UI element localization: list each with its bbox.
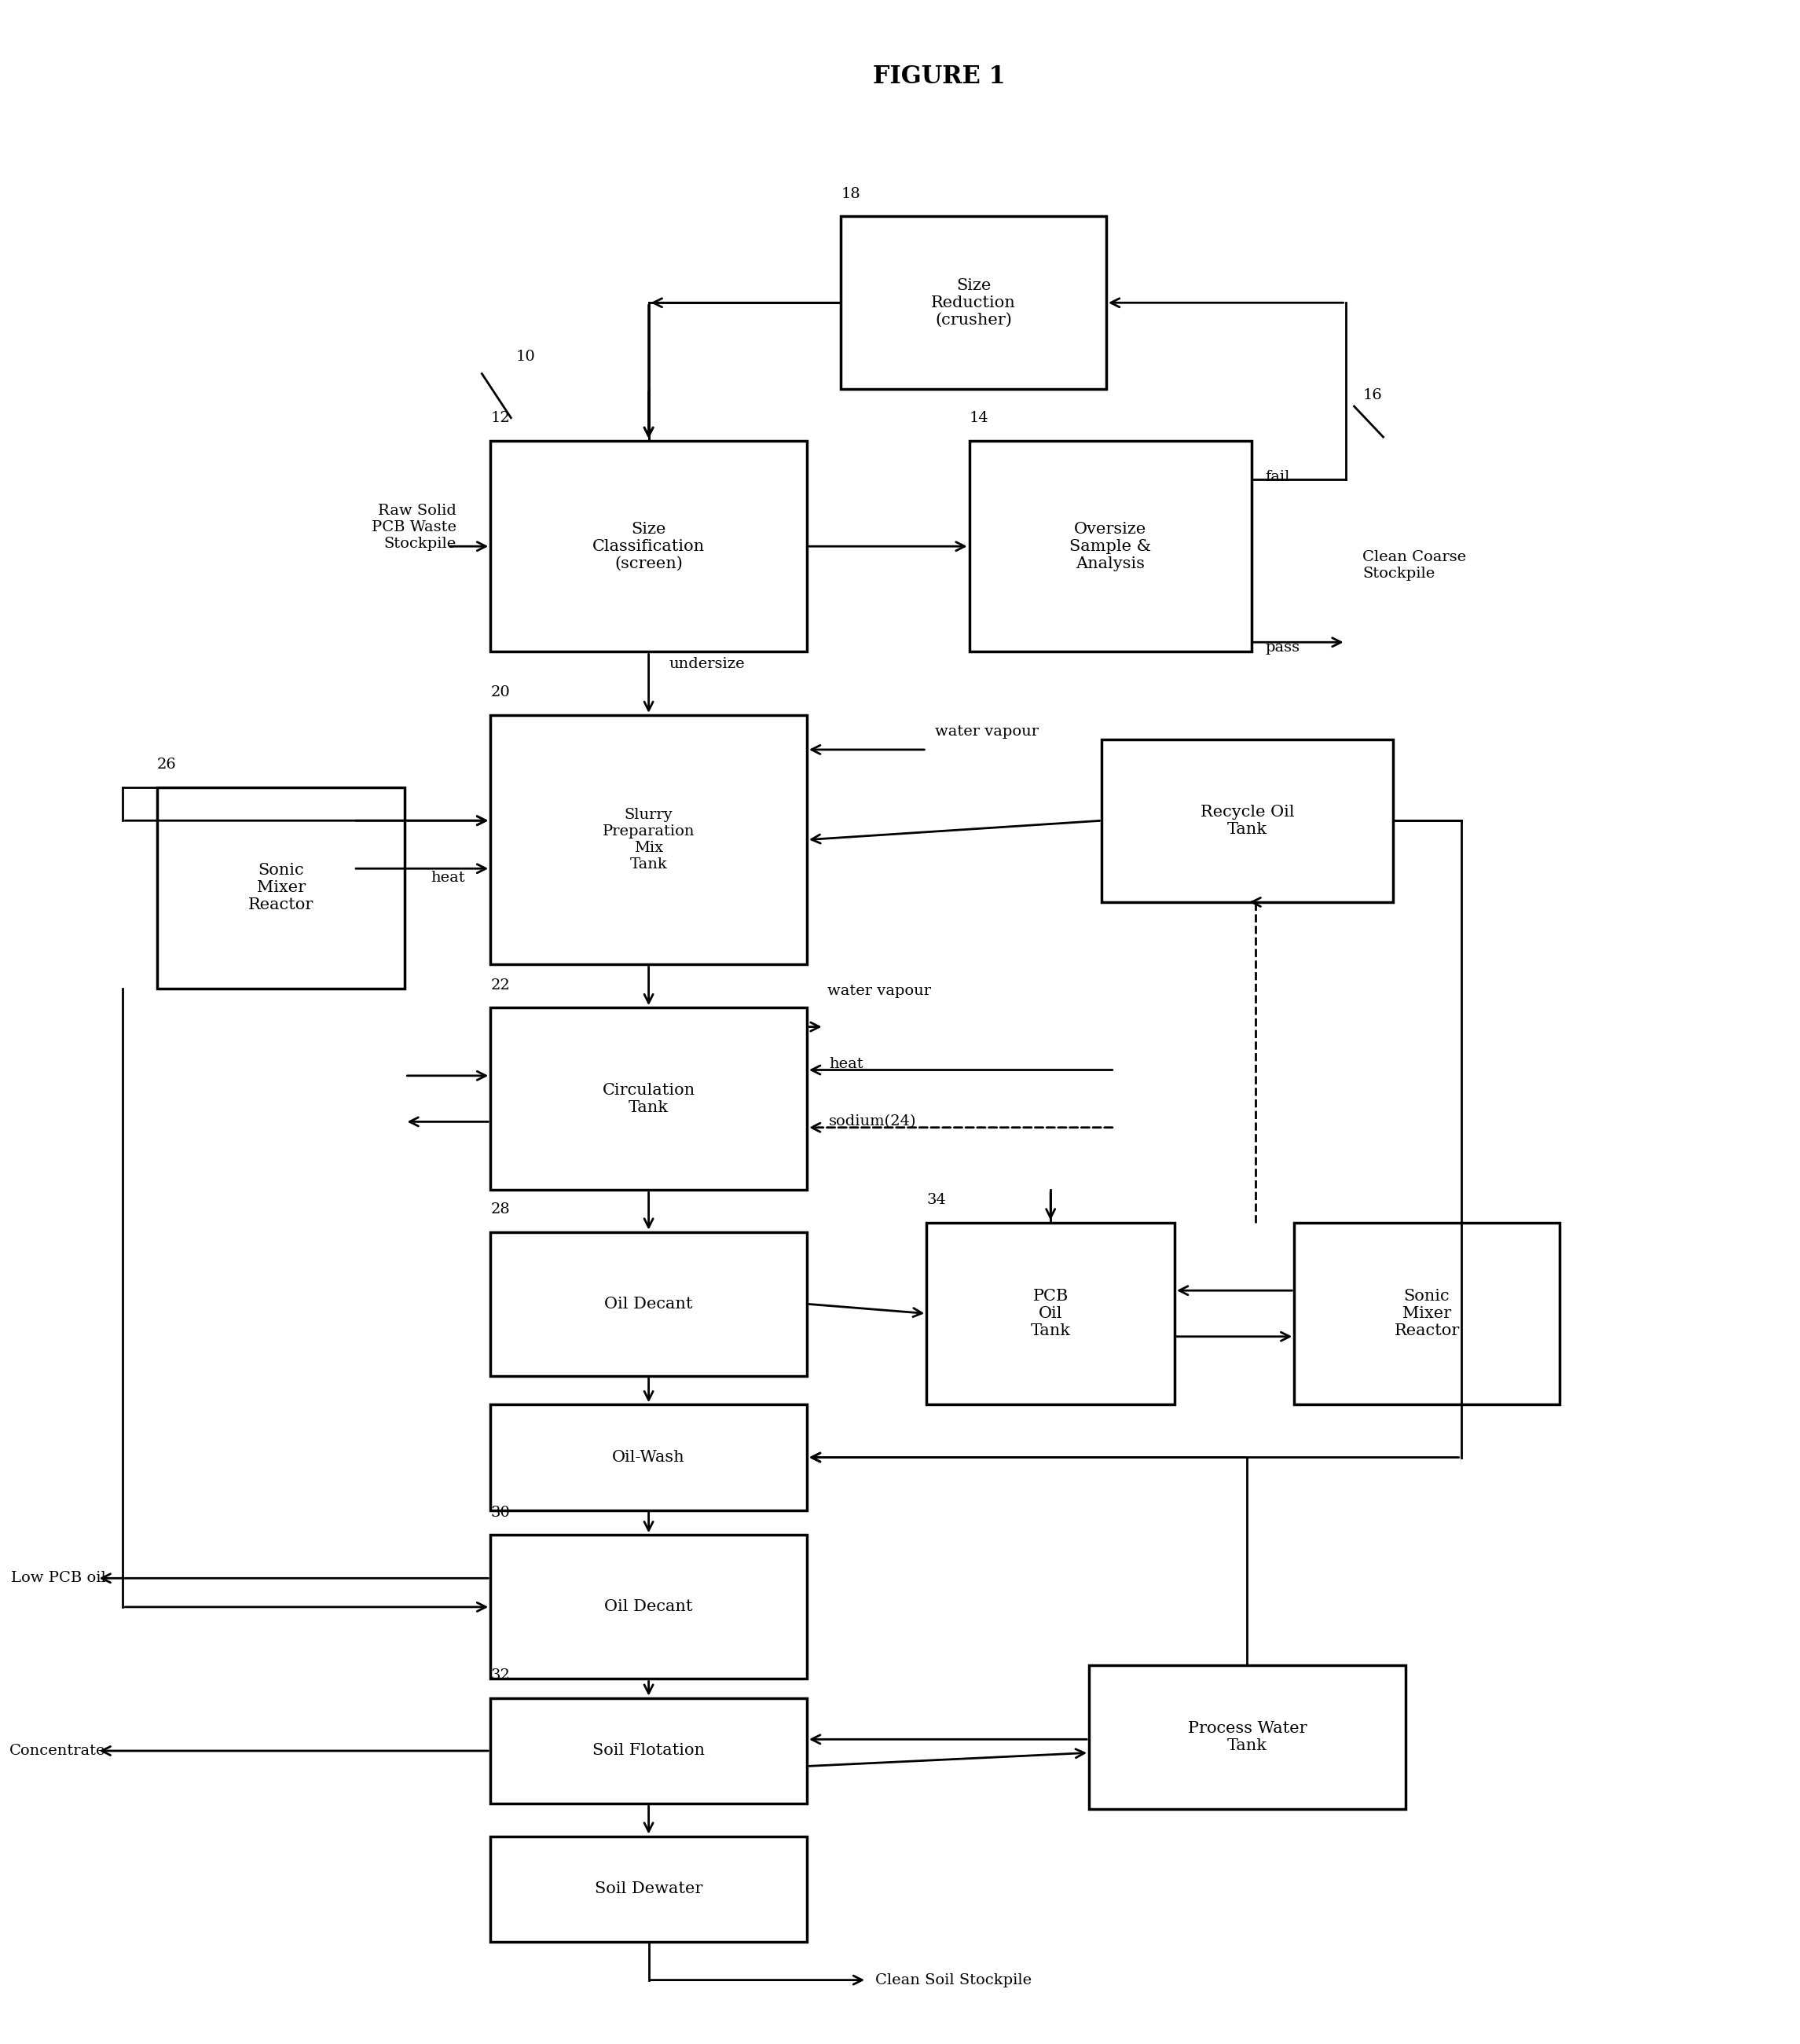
Text: Sonic
Mixer
Reactor: Sonic Mixer Reactor [248, 863, 313, 912]
Text: heat: heat [430, 871, 464, 885]
Text: undersize: undersize [670, 658, 745, 670]
Text: Recycle Oil
Tank: Recycle Oil Tank [1201, 805, 1294, 836]
Bar [490, 715, 806, 965]
Bar [490, 1233, 806, 1376]
Text: Soil Dewater: Soil Dewater [594, 1880, 702, 1897]
Text: fail: fail [1265, 470, 1291, 484]
Text: Oil Decant: Oil Decant [605, 1600, 693, 1615]
Text: 34: 34 [927, 1194, 947, 1208]
Text: Size
Classification
(screen): Size Classification (screen) [592, 521, 706, 570]
Text: Concentrate: Concentrate [9, 1744, 106, 1758]
Text: 20: 20 [490, 685, 509, 699]
Bar [1102, 740, 1393, 901]
Text: 28: 28 [490, 1202, 509, 1216]
Bar [970, 442, 1251, 652]
Text: water vapour: water vapour [936, 726, 1039, 738]
Bar [490, 1836, 806, 1942]
Bar [157, 787, 405, 989]
Bar [490, 1404, 806, 1511]
Bar [1089, 1666, 1406, 1809]
Text: 14: 14 [970, 411, 988, 425]
Bar [841, 217, 1107, 388]
Text: sodium(24): sodium(24) [830, 1114, 916, 1128]
Text: 12: 12 [490, 411, 509, 425]
Text: 22: 22 [490, 979, 509, 991]
Text: Process Water
Tank: Process Water Tank [1188, 1721, 1307, 1754]
Text: pass: pass [1265, 640, 1300, 654]
Text: Circulation
Tank: Circulation Tank [603, 1083, 695, 1114]
Text: Size
Reduction
(crusher): Size Reduction (crusher) [931, 278, 1015, 327]
Text: Oil-Wash: Oil-Wash [612, 1449, 686, 1466]
Text: Oversize
Sample &
Analysis: Oversize Sample & Analysis [1069, 521, 1152, 570]
Text: Clean Coarse
Stockpile: Clean Coarse Stockpile [1363, 550, 1467, 580]
Text: 26: 26 [157, 758, 176, 773]
Text: Oil Decant: Oil Decant [605, 1296, 693, 1312]
Bar [490, 1699, 806, 1803]
Text: 18: 18 [841, 186, 860, 200]
Text: PCB
Oil
Tank: PCB Oil Tank [1031, 1290, 1071, 1339]
Text: 16: 16 [1363, 388, 1382, 403]
Bar [490, 1535, 806, 1678]
Text: FIGURE 1: FIGURE 1 [873, 65, 1006, 88]
Bar [1294, 1222, 1559, 1404]
Text: 32: 32 [490, 1668, 509, 1682]
Text: 10: 10 [517, 350, 536, 364]
Text: Raw Solid
PCB Waste
Stockpile: Raw Solid PCB Waste Stockpile [371, 503, 455, 550]
Text: heat: heat [830, 1057, 864, 1071]
Text: Sonic
Mixer
Reactor: Sonic Mixer Reactor [1395, 1290, 1460, 1339]
Text: Slurry
Preparation
Mix
Tank: Slurry Preparation Mix Tank [603, 807, 695, 871]
Text: 30: 30 [490, 1506, 509, 1521]
Text: water vapour: water vapour [828, 983, 931, 997]
Text: Soil Flotation: Soil Flotation [592, 1744, 706, 1758]
Text: Low PCB oil: Low PCB oil [11, 1572, 106, 1586]
Bar [490, 442, 806, 652]
Bar [490, 1008, 806, 1190]
Bar [927, 1222, 1175, 1404]
Text: Clean Soil Stockpile: Clean Soil Stockpile [875, 1972, 1031, 1987]
